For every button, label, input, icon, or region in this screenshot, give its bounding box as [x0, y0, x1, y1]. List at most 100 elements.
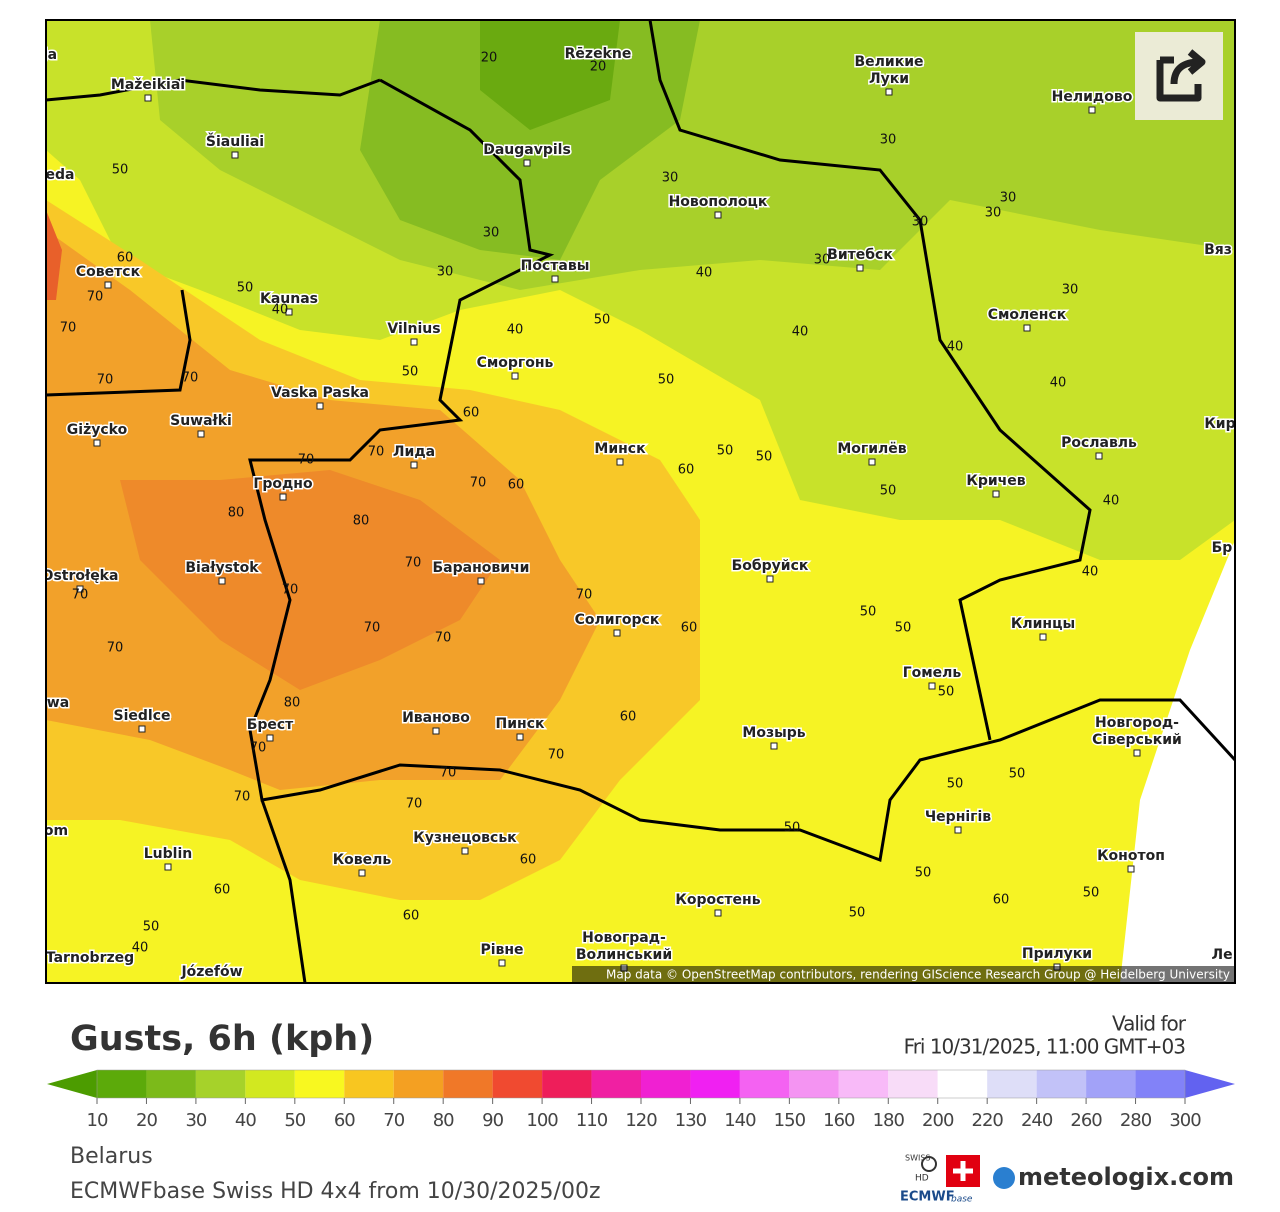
city-marker [266, 734, 274, 742]
city-label: Новоград- [582, 930, 666, 946]
legend-tick-label: 280 [1120, 1110, 1152, 1131]
city-marker [954, 826, 962, 834]
share-icon[interactable] [1156, 49, 1206, 102]
contour-label: 30 [1000, 191, 1017, 206]
contour-label: 60 [117, 251, 134, 266]
contour-label: 70 [364, 621, 381, 636]
city-label: Советск [76, 264, 141, 280]
city-label: Ostrołęka [42, 568, 119, 584]
contour-label: 80 [353, 514, 370, 529]
share-bg[interactable] [1135, 32, 1223, 120]
contour-label: 70 [87, 290, 104, 305]
city-label: Кир [1204, 416, 1235, 432]
city-label: Вяз [1204, 242, 1232, 258]
city-label: Ковель [333, 852, 392, 868]
legend-tick-label: 60 [334, 1110, 355, 1131]
city-marker [868, 458, 876, 466]
logo: SWISS HD ECMWF base meteologix.com [900, 1154, 1234, 1205]
contour-label: 60 [403, 909, 420, 924]
city-label: Луки [869, 71, 909, 87]
region: Belarus [70, 1144, 153, 1169]
contour-label: 40 [792, 325, 809, 340]
logo-badge: ECMWF [900, 1190, 955, 1205]
city-marker [231, 151, 239, 159]
contour-label: 50 [143, 920, 160, 935]
city-label: Лида [393, 444, 435, 460]
city-label: Suwałki [170, 413, 232, 429]
legend-swatch [393, 1070, 444, 1098]
contour-label: 60 [681, 621, 698, 636]
city-label: Иваново [402, 710, 470, 726]
legend-swatch [97, 1070, 147, 1098]
city-marker [523, 159, 531, 167]
city-marker [856, 264, 864, 272]
attribution-bg [572, 966, 1235, 983]
legend-tick-label: 30 [185, 1110, 206, 1131]
contour-label: 70 [576, 588, 593, 603]
contour-label: 50 [756, 450, 773, 465]
valid-for: Valid for [1112, 1012, 1187, 1036]
logo-globe [993, 1167, 1015, 1189]
contour-label: 30 [912, 215, 929, 230]
contour-label: 70 [107, 641, 124, 656]
contour-label: 70 [60, 321, 77, 336]
city-marker [197, 430, 205, 438]
legend-tick-label: 140 [724, 1110, 756, 1131]
contour-label: 50 [880, 484, 897, 499]
contour-label: 30 [985, 206, 1002, 221]
city-marker [498, 959, 506, 967]
contour-label: 20 [590, 60, 607, 75]
city-marker [616, 458, 624, 466]
contour-label: 40 [947, 340, 964, 355]
contour-label: 50 [717, 444, 734, 459]
legend-swatch [591, 1070, 641, 1098]
city-label: Vilnius [387, 321, 440, 337]
zone [480, 20, 620, 130]
city-label: Mažeikiai [111, 77, 185, 93]
contour-label: 40 [1050, 376, 1067, 391]
city-label: om [44, 823, 68, 839]
city-label: Мозырь [742, 725, 805, 741]
legend-tick-label: 80 [433, 1110, 454, 1131]
contour-label: 50 [849, 906, 866, 921]
city-label: Конотоп [1097, 848, 1165, 864]
legend-swatch [245, 1070, 295, 1098]
city-label: Гродно [253, 476, 313, 492]
contour-label: 60 [508, 478, 525, 493]
city-marker [928, 682, 936, 690]
zone [1120, 540, 1235, 983]
city-marker [432, 727, 440, 735]
legend-tick-label: 110 [576, 1110, 608, 1131]
contour-label: 50 [112, 163, 129, 178]
contour-label: 60 [620, 710, 637, 725]
legend-tick-label: 160 [823, 1110, 855, 1131]
city-label: Giżycko [67, 422, 128, 438]
legend-swatch [1086, 1070, 1136, 1098]
legend-tick-label: 20 [136, 1110, 157, 1131]
legend-swatch [838, 1070, 889, 1098]
city-label: Кузнецовськ [413, 830, 517, 846]
contour-label: 50 [938, 685, 955, 700]
legend-tick-label: 40 [235, 1110, 256, 1131]
city-label: Барановичи [433, 560, 530, 576]
city-label: Брест [247, 717, 294, 733]
city-label: Новополоцк [669, 194, 768, 210]
city-label: Прилуки [1022, 946, 1092, 962]
city-marker [138, 725, 146, 733]
contour-label: 50 [784, 821, 801, 836]
contour-label: 60 [214, 883, 231, 898]
legend-swatch [739, 1070, 790, 1098]
legend-tick-label: 50 [284, 1110, 305, 1131]
city-marker [410, 461, 418, 469]
legend-tick-label: 10 [87, 1110, 108, 1131]
legend-swatch [987, 1070, 1037, 1098]
legend-tick-label: 130 [675, 1110, 707, 1131]
city-label: Józefów [180, 964, 242, 980]
legend-swatch [344, 1070, 394, 1098]
city-label: Солигорск [575, 612, 660, 628]
legend-swatch [1135, 1070, 1185, 1098]
city-label: Клинцы [1011, 616, 1075, 632]
city-label: Чернігів [925, 809, 991, 825]
legend-tick-label: 100 [526, 1110, 558, 1131]
share-button[interactable] [1135, 32, 1223, 120]
